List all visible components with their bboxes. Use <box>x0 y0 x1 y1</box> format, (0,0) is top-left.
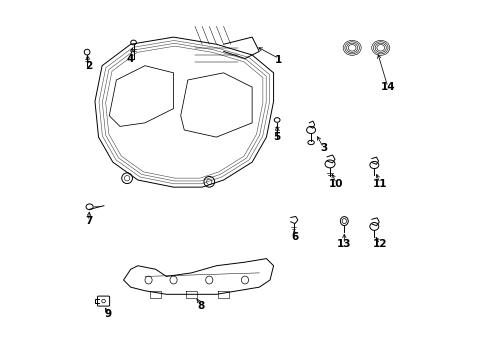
Text: 12: 12 <box>373 239 387 249</box>
Text: 6: 6 <box>292 232 298 242</box>
Text: 14: 14 <box>381 82 395 92</box>
Text: 13: 13 <box>337 239 351 249</box>
Text: 1: 1 <box>275 55 283 65</box>
Text: 9: 9 <box>105 309 112 319</box>
Text: 10: 10 <box>329 179 343 189</box>
Text: 11: 11 <box>373 179 387 189</box>
Text: 7: 7 <box>85 216 92 226</box>
Text: 5: 5 <box>273 132 281 142</box>
Text: 2: 2 <box>85 61 92 71</box>
Text: 8: 8 <box>198 301 205 311</box>
Text: 4: 4 <box>126 54 134 64</box>
Text: 3: 3 <box>320 143 327 153</box>
